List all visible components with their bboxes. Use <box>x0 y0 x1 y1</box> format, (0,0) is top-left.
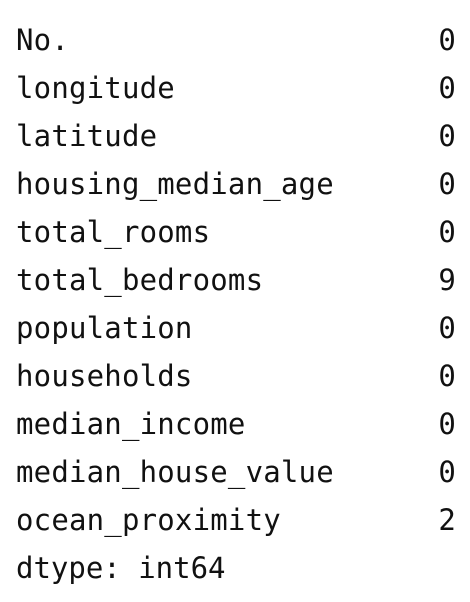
series-row: housing_median_age 0 <box>16 160 456 208</box>
row-label: housing_median_age <box>16 167 334 201</box>
series-row: ocean_proximity 2 <box>16 496 456 544</box>
row-label: latitude <box>16 119 158 153</box>
row-value: 9 <box>438 263 456 297</box>
row-label: households <box>16 359 193 393</box>
row-value: 0 <box>438 407 456 441</box>
row-value: 0 <box>438 167 456 201</box>
row-value: 0 <box>438 311 456 345</box>
row-label: total_rooms <box>16 215 211 249</box>
series-row: total_bedrooms 9 <box>16 256 456 304</box>
row-value: 0 <box>438 71 456 105</box>
row-value: 0 <box>438 455 456 489</box>
row-value: 0 <box>438 119 456 153</box>
series-row: median_house_value 0 <box>16 448 456 496</box>
row-label: population <box>16 311 193 345</box>
row-label: median_house_value <box>16 455 334 489</box>
row-value: 0 <box>438 23 456 57</box>
row-value: 0 <box>438 215 456 249</box>
series-row: population 0 <box>16 304 456 352</box>
row-label: median_income <box>16 407 246 441</box>
series-row: median_income 0 <box>16 400 456 448</box>
series-row: No. 0 <box>16 16 456 64</box>
series-output: No. 0 longitude 0 latitude 0 housing_med… <box>16 16 456 592</box>
series-row: latitude 0 <box>16 112 456 160</box>
row-label: longitude <box>16 71 175 105</box>
row-label: ocean_proximity <box>16 503 281 537</box>
row-label: total_bedrooms <box>16 263 264 297</box>
row-value: 0 <box>438 359 456 393</box>
row-value: 2 <box>438 503 456 537</box>
dtype-line: dtype: int64 <box>16 551 226 585</box>
series-row: total_rooms 0 <box>16 208 456 256</box>
row-label: No. <box>16 23 69 57</box>
series-row: longitude 0 <box>16 64 456 112</box>
series-row: households 0 <box>16 352 456 400</box>
